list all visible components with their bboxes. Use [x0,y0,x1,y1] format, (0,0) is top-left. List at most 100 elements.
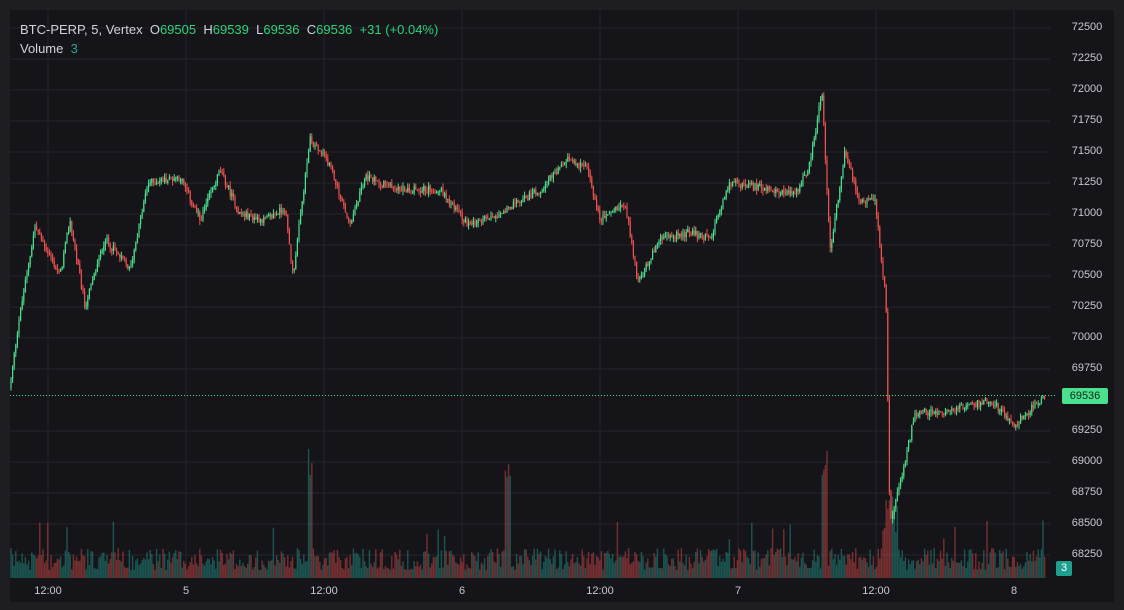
candle-body [128,266,130,269]
volume-bar [323,558,326,578]
volume-bar [730,568,732,578]
volume-bar [115,559,118,578]
candle-body [976,400,978,407]
volume-bar [845,564,847,578]
candle-body [596,199,598,208]
volume-bar [333,550,335,578]
volume-bar [509,475,511,578]
volume-bar [1039,557,1041,578]
candle-body [994,404,996,406]
legend-high-label: H [203,22,213,37]
candle-body [303,191,305,202]
candle-body [316,144,318,147]
volume-bar [375,549,377,578]
candle-body [791,190,793,195]
volume-bar [199,548,201,578]
candle-body [621,205,623,207]
candle-body [290,244,292,262]
candle-body [842,166,844,178]
candle-body [1005,415,1007,417]
candle-body [1018,423,1020,426]
volume-bar [851,551,854,578]
candle-body [637,277,639,279]
volume-bar [133,569,135,578]
volume-bar [583,556,585,578]
volume-bar [31,552,33,578]
volume-bar [200,555,203,578]
volume-bar [450,550,452,578]
candle-body [813,137,815,146]
volume-bar [875,567,878,578]
candle-body [271,214,273,218]
candle-body [551,175,553,178]
volume-bar [607,550,609,578]
candle-body [666,234,668,236]
volume-bar [1043,556,1046,578]
volume-bar [656,548,659,578]
candle-body [56,268,58,271]
candle-body [775,189,777,194]
candle-body [64,242,66,254]
candle-body [599,210,601,220]
candle-body [671,235,673,238]
candle-body [920,410,922,412]
volume-bar [573,563,575,578]
candle-body [511,207,513,210]
volume-bar [506,476,508,578]
candle-body [564,163,566,165]
volume-bar [941,558,943,578]
price-tick-label: 71750 [1071,114,1103,126]
candle-body [695,230,697,235]
candle-body [620,205,622,208]
volume-bar [282,553,284,578]
legend-volume-label[interactable]: Volume [20,41,64,56]
volume-bar [693,561,695,578]
candle-body [844,151,846,167]
time-axis[interactable]: 12:00 5 12:00 6 12:00 7 12:00 8 [10,578,1114,602]
volume-bar [1005,548,1007,578]
candle-body [236,206,238,209]
volume-bar [258,569,260,578]
volume-bar [599,560,601,578]
time-tick-label: 8 [1010,585,1018,597]
candle-body [343,200,345,205]
candle-body [223,172,225,176]
candle-body [746,185,748,187]
candle-body [783,189,785,193]
volume-bar [227,559,230,578]
candle-body [189,191,191,202]
volume-bar [103,552,105,578]
volume-bar [259,569,262,578]
candle-body [410,192,412,194]
candle-body [192,204,194,207]
candle-body [674,236,676,240]
volume-bar [739,550,742,578]
volume-bar [151,554,153,578]
candle-body [216,174,218,184]
volume-bar [703,561,705,578]
candle-body [868,198,870,200]
candle-body [247,212,249,220]
volume-bar [1024,562,1027,578]
volume-bar [970,549,972,578]
price-tick-label: 69250 [1071,424,1103,436]
volume-bar [659,567,662,578]
price-axis[interactable]: 72500 72250 72000 71750 71500 71250 71000 70750… [1062,10,1114,591]
candle-body [810,157,812,163]
candlestick-chart[interactable] [10,10,1114,578]
time-tick-label: 5 [182,585,190,597]
volume-bar [349,555,351,578]
volume-bar [243,566,246,578]
candle-body [181,179,183,181]
legend-symbol[interactable]: BTC-PERP, 5, Vertex [20,22,143,37]
candle-body [951,408,953,411]
candle-body [876,199,878,216]
chart-pane[interactable]: BTC-PERP, 5, Vertex O69505 H69539 L69536… [10,10,1114,591]
candle-body [405,191,407,193]
candle-body [839,188,841,201]
candle-body [352,214,354,221]
legend-change: +31 (+0.04%) [359,22,439,37]
candle-body [751,182,753,184]
candle-body [500,213,502,215]
candle-body [114,245,116,251]
